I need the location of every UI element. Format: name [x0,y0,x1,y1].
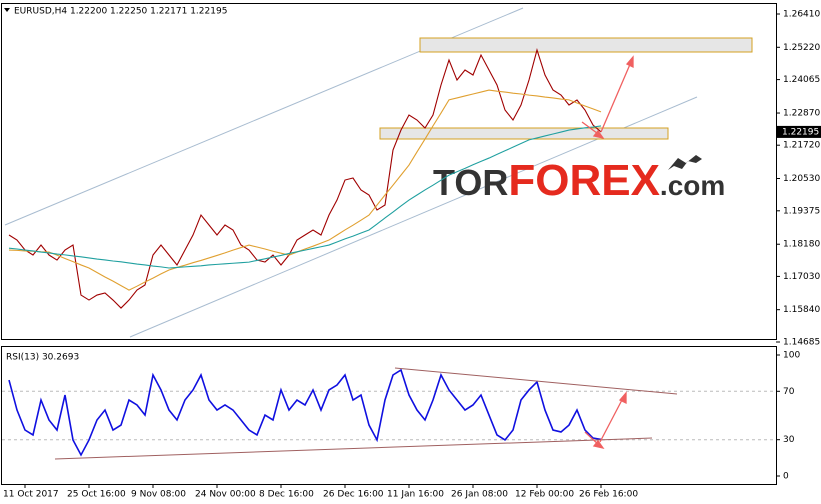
watermark: TORFOREX.com [433,156,725,205]
watermark-part: .com [660,170,725,201]
last-price-label: 1.22195 [782,127,819,137]
y-tick-label: 30 [783,435,795,445]
resistance-zone [419,37,753,53]
header: EURUSD,H4 1.22200 1.22250 1.22171 1.2219… [14,7,227,17]
y-tick-label: 1.15840 [783,305,820,315]
y-tick-label: 1.19375 [783,206,820,216]
series-line [8,125,602,269]
x-tick-label: 9 Nov 08:00 [131,490,186,500]
watermark-part: FOREX [508,156,660,205]
y-tick-label: 70 [783,387,795,397]
arrow-head [625,55,634,69]
arrow [600,61,632,133]
main-panel-frame [1,3,777,340]
watermark-part: TOR [433,162,508,203]
y-tick-label: 1.26410 [783,10,820,20]
arrow [599,397,624,443]
y-tick-label: 0 [783,472,789,482]
rsi-trend-upper [394,367,678,395]
arrow-head [618,391,627,405]
y-tick-label: 1.22870 [783,109,820,119]
y-tick-label: 1.14685 [783,338,820,348]
y-tick-label: 1.25220 [783,43,820,53]
x-tick-label: 11 Jan 16:00 [387,490,444,500]
arrow-head [592,129,605,140]
arrow-head [592,439,605,450]
last-price-box [777,125,821,138]
x-tick-label: 26 Dec 16:00 [323,490,384,500]
series-line [8,89,602,291]
y-tick-label: 1.17030 [783,272,820,282]
rsi-panel-frame [1,346,777,485]
x-tick-label: 11 Oct 2017 [3,490,59,500]
logo-icon [668,155,702,170]
y-tick-label: 1.18180 [783,240,820,250]
x-tick-label: 26 Feb 16:00 [579,490,638,500]
y-tick-label: 1.21720 [783,141,820,151]
rsi-arrows [584,391,627,450]
rsi-title: RSI(13) 30.2693 [6,353,79,363]
series-line [8,368,602,457]
y-tick-label: 1.24065 [783,75,820,85]
y-tick-label: 100 [783,351,800,361]
support-zone [379,127,669,140]
header-icon [4,8,10,12]
x-tick-label: 12 Feb 00:00 [515,490,574,500]
forecast-arrows [581,55,634,140]
x-tick-label: 26 Jan 08:00 [451,490,508,500]
x-tick-label: 24 Nov 00:00 [195,490,256,500]
rsi-trend-lower [54,437,653,460]
series-line [8,48,602,309]
plots [2,48,776,457]
y-tick-label: 1.20530 [783,174,820,184]
x-tick-label: 8 Dec 16:00 [259,490,314,500]
x-tick-label: 25 Oct 16:00 [67,490,126,500]
